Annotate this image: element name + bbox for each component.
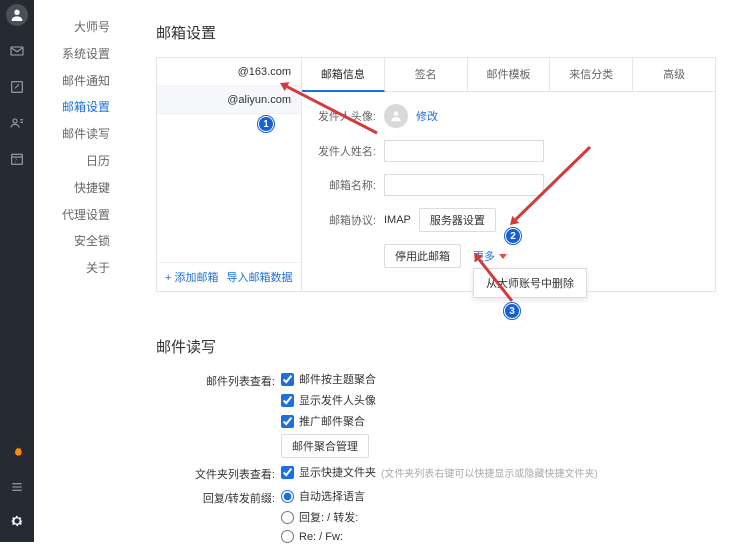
prefix-label: 回复/转发前缀: xyxy=(156,488,281,506)
mailbox-panel: 邮箱信息 签名 邮件模板 来信分类 高级 发件人头像: 修改 发件人姓名: 邮箱… xyxy=(302,58,715,291)
more-menu-item[interactable]: 从大师账号中删除 xyxy=(473,268,587,298)
more-label: 更多 xyxy=(473,248,495,264)
mailbox-name-label: 邮箱名称: xyxy=(314,177,384,193)
sidenav-item[interactable]: 日历 xyxy=(34,148,124,175)
fire-icon[interactable] xyxy=(6,442,28,464)
tab-template[interactable]: 邮件模板 xyxy=(468,58,551,91)
settings-sidenav: 大师号 系统设置 邮件通知 邮箱设置 邮件读写 日历 快捷键 代理设置 安全锁 … xyxy=(34,14,124,282)
main-panel: 邮箱设置 @163.com @aliyun.com + 添加邮箱 导入邮箱数据 … xyxy=(156,22,716,549)
list-opt[interactable]: 邮件按主题聚合 xyxy=(281,371,376,387)
list-opt[interactable]: 推广邮件聚合 xyxy=(281,413,376,429)
aggregate-manage-button[interactable]: 邮件聚合管理 xyxy=(281,434,369,458)
folder-opt[interactable]: 显示快捷文件夹 xyxy=(281,464,376,480)
sidenav-item[interactable]: 系统设置 xyxy=(34,41,124,68)
add-mailbox-link[interactable]: + 添加邮箱 xyxy=(165,269,218,285)
account-item[interactable]: @163.com xyxy=(157,58,301,86)
sidenav-item[interactable]: 安全锁 xyxy=(34,228,124,255)
account-icon[interactable] xyxy=(6,4,28,26)
mailbox-settings-box: @163.com @aliyun.com + 添加邮箱 导入邮箱数据 邮箱信息 … xyxy=(156,57,716,292)
tab-info[interactable]: 邮箱信息 xyxy=(302,58,385,92)
mail-icon[interactable] xyxy=(6,40,28,62)
server-settings-button[interactable]: 服务器设置 xyxy=(419,208,496,232)
sidenav-item[interactable]: 关于 xyxy=(34,255,124,282)
sidenav-item[interactable]: 代理设置 xyxy=(34,202,124,229)
section-title: 邮件读写 xyxy=(156,336,716,357)
compose-icon[interactable] xyxy=(6,76,28,98)
sidenav-item[interactable]: 邮件通知 xyxy=(34,68,124,95)
folder-view-label: 文件夹列表查看: xyxy=(156,464,281,482)
avatar-label: 发件人头像: xyxy=(314,108,384,124)
menu-icon[interactable] xyxy=(6,476,28,498)
gear-icon[interactable] xyxy=(6,510,28,532)
read-write-section: 邮件读写 邮件列表查看: 邮件按主题聚合 显示发件人头像 推广邮件聚合 邮件聚合… xyxy=(156,336,716,543)
sidenav-item[interactable]: 快捷键 xyxy=(34,175,124,202)
prefix-opt[interactable]: Re: / Fw: xyxy=(281,530,365,543)
section-title: 邮箱设置 xyxy=(156,22,716,43)
tab-signature[interactable]: 签名 xyxy=(385,58,468,91)
protocol-value: IMAP xyxy=(384,214,411,226)
folder-hint: (文件夹列表右键可以快捷显示或隐藏快捷文件夹) xyxy=(381,465,598,480)
calendar-icon[interactable]: 7 xyxy=(6,148,28,170)
caret-down-icon xyxy=(499,254,507,259)
change-avatar-link[interactable]: 修改 xyxy=(416,108,438,124)
tab-classify[interactable]: 来信分类 xyxy=(550,58,633,91)
disable-mailbox-button[interactable]: 停用此邮箱 xyxy=(384,244,461,268)
mailbox-name-input[interactable] xyxy=(384,174,544,196)
sender-name-label: 发件人姓名: xyxy=(314,143,384,159)
prefix-opt[interactable]: 回复: / 转发: xyxy=(281,509,365,525)
prefix-opt[interactable]: 自动选择语言 xyxy=(281,488,365,504)
contacts-icon[interactable] xyxy=(6,112,28,134)
account-column: @163.com @aliyun.com + 添加邮箱 导入邮箱数据 xyxy=(157,58,302,291)
list-opt[interactable]: 显示发件人头像 xyxy=(281,392,376,408)
protocol-label: 邮箱协议: xyxy=(314,212,384,228)
mailbox-tabs: 邮箱信息 签名 邮件模板 来信分类 高级 xyxy=(302,58,715,92)
account-item[interactable]: @aliyun.com xyxy=(157,86,301,114)
sidenav-item[interactable]: 邮件读写 xyxy=(34,121,124,148)
more-dropdown[interactable]: 更多 从大师账号中删除 xyxy=(473,248,507,264)
import-mailbox-link[interactable]: 导入邮箱数据 xyxy=(226,269,292,285)
sidenav-item[interactable]: 邮箱设置 xyxy=(34,94,124,121)
list-view-label: 邮件列表查看: xyxy=(156,371,281,389)
svg-text:7: 7 xyxy=(14,158,17,164)
sidenav-item[interactable]: 大师号 xyxy=(34,14,124,41)
app-rail: 7 xyxy=(0,0,34,542)
sender-name-input[interactable] xyxy=(384,140,544,162)
tab-advanced[interactable]: 高级 xyxy=(633,58,715,91)
avatar-icon xyxy=(384,104,408,128)
